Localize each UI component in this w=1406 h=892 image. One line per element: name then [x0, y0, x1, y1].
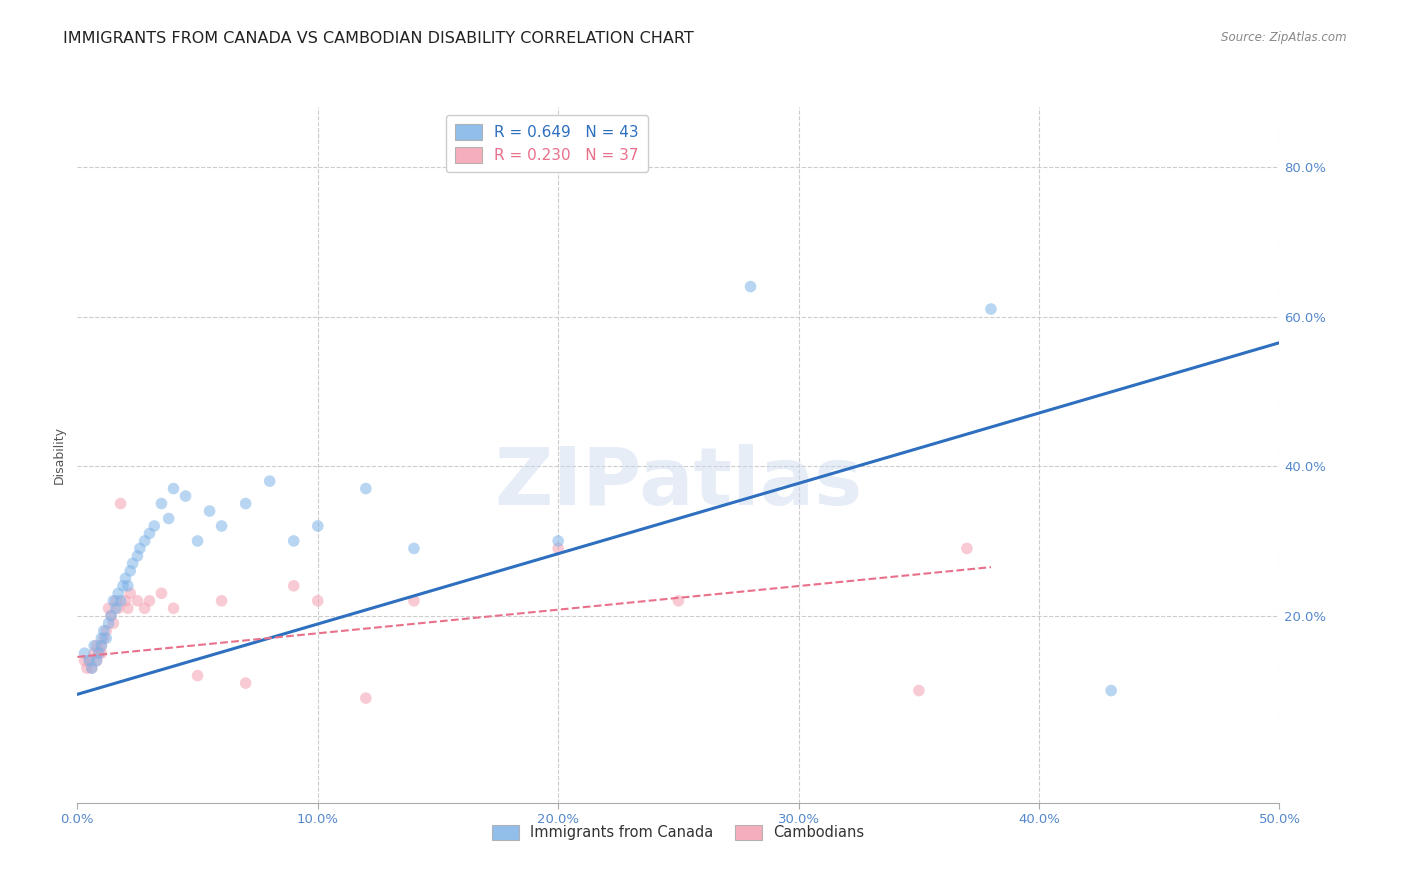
Point — [96, 624, 118, 638]
Point — [114, 594, 136, 608]
Point — [198, 504, 221, 518]
Point — [97, 601, 120, 615]
Text: ZIPatlas: ZIPatlas — [495, 443, 862, 522]
Point — [157, 511, 180, 525]
Point — [93, 631, 115, 645]
Point — [402, 541, 425, 556]
Point — [96, 631, 118, 645]
Point — [150, 586, 173, 600]
Text: Source: ZipAtlas.com: Source: ZipAtlas.com — [1222, 31, 1347, 45]
Text: IMMIGRANTS FROM CANADA VS CAMBODIAN DISABILITY CORRELATION CHART: IMMIGRANTS FROM CANADA VS CAMBODIAN DISA… — [63, 31, 695, 46]
Point — [83, 646, 105, 660]
Point — [117, 579, 139, 593]
Point — [103, 616, 125, 631]
Point — [73, 646, 96, 660]
Point — [90, 639, 112, 653]
Point — [90, 631, 112, 645]
Point — [117, 601, 139, 615]
Point — [162, 601, 184, 615]
Point — [103, 594, 125, 608]
Point — [283, 533, 305, 548]
Point — [87, 646, 110, 660]
Point — [107, 586, 129, 600]
Point — [956, 541, 979, 556]
Point — [127, 549, 149, 563]
Point — [547, 541, 569, 556]
Point — [104, 601, 127, 615]
Legend: Immigrants from Canada, Cambodians: Immigrants from Canada, Cambodians — [485, 817, 872, 847]
Point — [73, 654, 96, 668]
Point — [110, 497, 132, 511]
Point — [87, 646, 110, 660]
Point — [79, 654, 101, 668]
Point — [114, 571, 136, 585]
Point — [76, 661, 98, 675]
Point — [235, 676, 257, 690]
Y-axis label: Disability: Disability — [53, 425, 66, 484]
Point — [107, 601, 129, 615]
Point — [547, 533, 569, 548]
Point — [402, 594, 425, 608]
Point — [1099, 683, 1122, 698]
Point — [668, 594, 690, 608]
Point — [83, 639, 105, 653]
Point — [100, 608, 122, 623]
Point — [93, 624, 115, 638]
Point — [120, 564, 142, 578]
Point — [104, 594, 127, 608]
Point — [128, 541, 150, 556]
Point — [127, 594, 149, 608]
Point — [150, 497, 173, 511]
Point — [86, 639, 108, 653]
Point — [186, 668, 209, 682]
Point — [354, 482, 377, 496]
Point — [174, 489, 197, 503]
Point — [908, 683, 931, 698]
Point — [143, 519, 166, 533]
Point — [79, 654, 101, 668]
Point — [86, 654, 108, 668]
Point — [283, 579, 305, 593]
Point — [186, 533, 209, 548]
Point — [307, 594, 329, 608]
Point — [90, 639, 112, 653]
Point — [134, 533, 156, 548]
Point — [354, 691, 377, 706]
Point — [211, 594, 233, 608]
Point — [211, 519, 233, 533]
Point — [90, 646, 112, 660]
Point — [97, 616, 120, 631]
Point — [138, 526, 160, 541]
Point — [980, 301, 1002, 316]
Point — [80, 661, 103, 675]
Point — [134, 601, 156, 615]
Point — [138, 594, 160, 608]
Point — [110, 594, 132, 608]
Point — [111, 579, 134, 593]
Point — [121, 557, 143, 571]
Point — [235, 497, 257, 511]
Point — [86, 654, 108, 668]
Point — [307, 519, 329, 533]
Point — [740, 279, 762, 293]
Point — [259, 474, 281, 488]
Point — [80, 661, 103, 675]
Point — [120, 586, 142, 600]
Point — [162, 482, 184, 496]
Point — [100, 608, 122, 623]
